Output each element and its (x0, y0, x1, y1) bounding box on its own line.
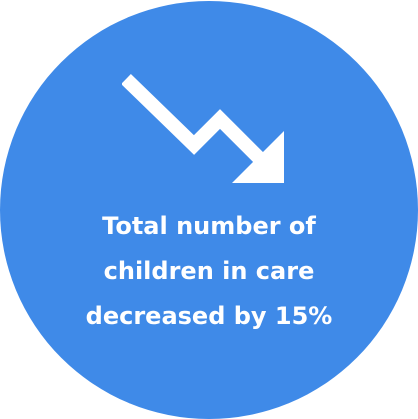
caption-line-3: decreased by 15% (85, 302, 333, 330)
caption-line-2: children in care (103, 257, 315, 285)
caption-line-1: Total number of (102, 212, 316, 240)
trending-down-arrow-icon (122, 73, 284, 183)
stat-caption: Total number of children in care decreas… (40, 204, 378, 339)
